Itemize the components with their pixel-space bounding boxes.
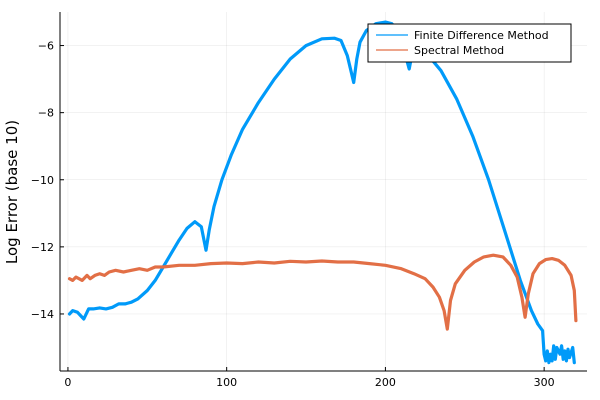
y-tick-label: −12 <box>31 241 54 254</box>
y-axis-label: Log Error (base 10) <box>3 120 21 264</box>
axes <box>59 12 587 372</box>
finite-difference-line <box>67 20 576 365</box>
grid-lines <box>60 12 587 371</box>
spectral-line <box>67 253 578 331</box>
legend-box <box>367 23 572 63</box>
legend-label-finite-difference: Finite Difference Method <box>414 29 549 42</box>
y-tick-label: −6 <box>38 40 54 53</box>
y-tick-label: −14 <box>31 308 54 321</box>
legend: Finite Difference Method Spectral Method <box>367 23 572 63</box>
tick-labels: 0 100 200 300 −14 −12 −10 −8 −6 <box>31 40 555 389</box>
y-tick-label: −10 <box>31 174 54 187</box>
legend-label-spectral: Spectral Method <box>414 44 504 57</box>
y-tick-label: −8 <box>38 107 54 120</box>
x-tick-label: 100 <box>216 376 237 389</box>
x-tick-label: 0 <box>64 376 71 389</box>
x-tick-label: 300 <box>534 376 555 389</box>
x-tick-label: 200 <box>375 376 396 389</box>
series-lines <box>67 20 578 365</box>
